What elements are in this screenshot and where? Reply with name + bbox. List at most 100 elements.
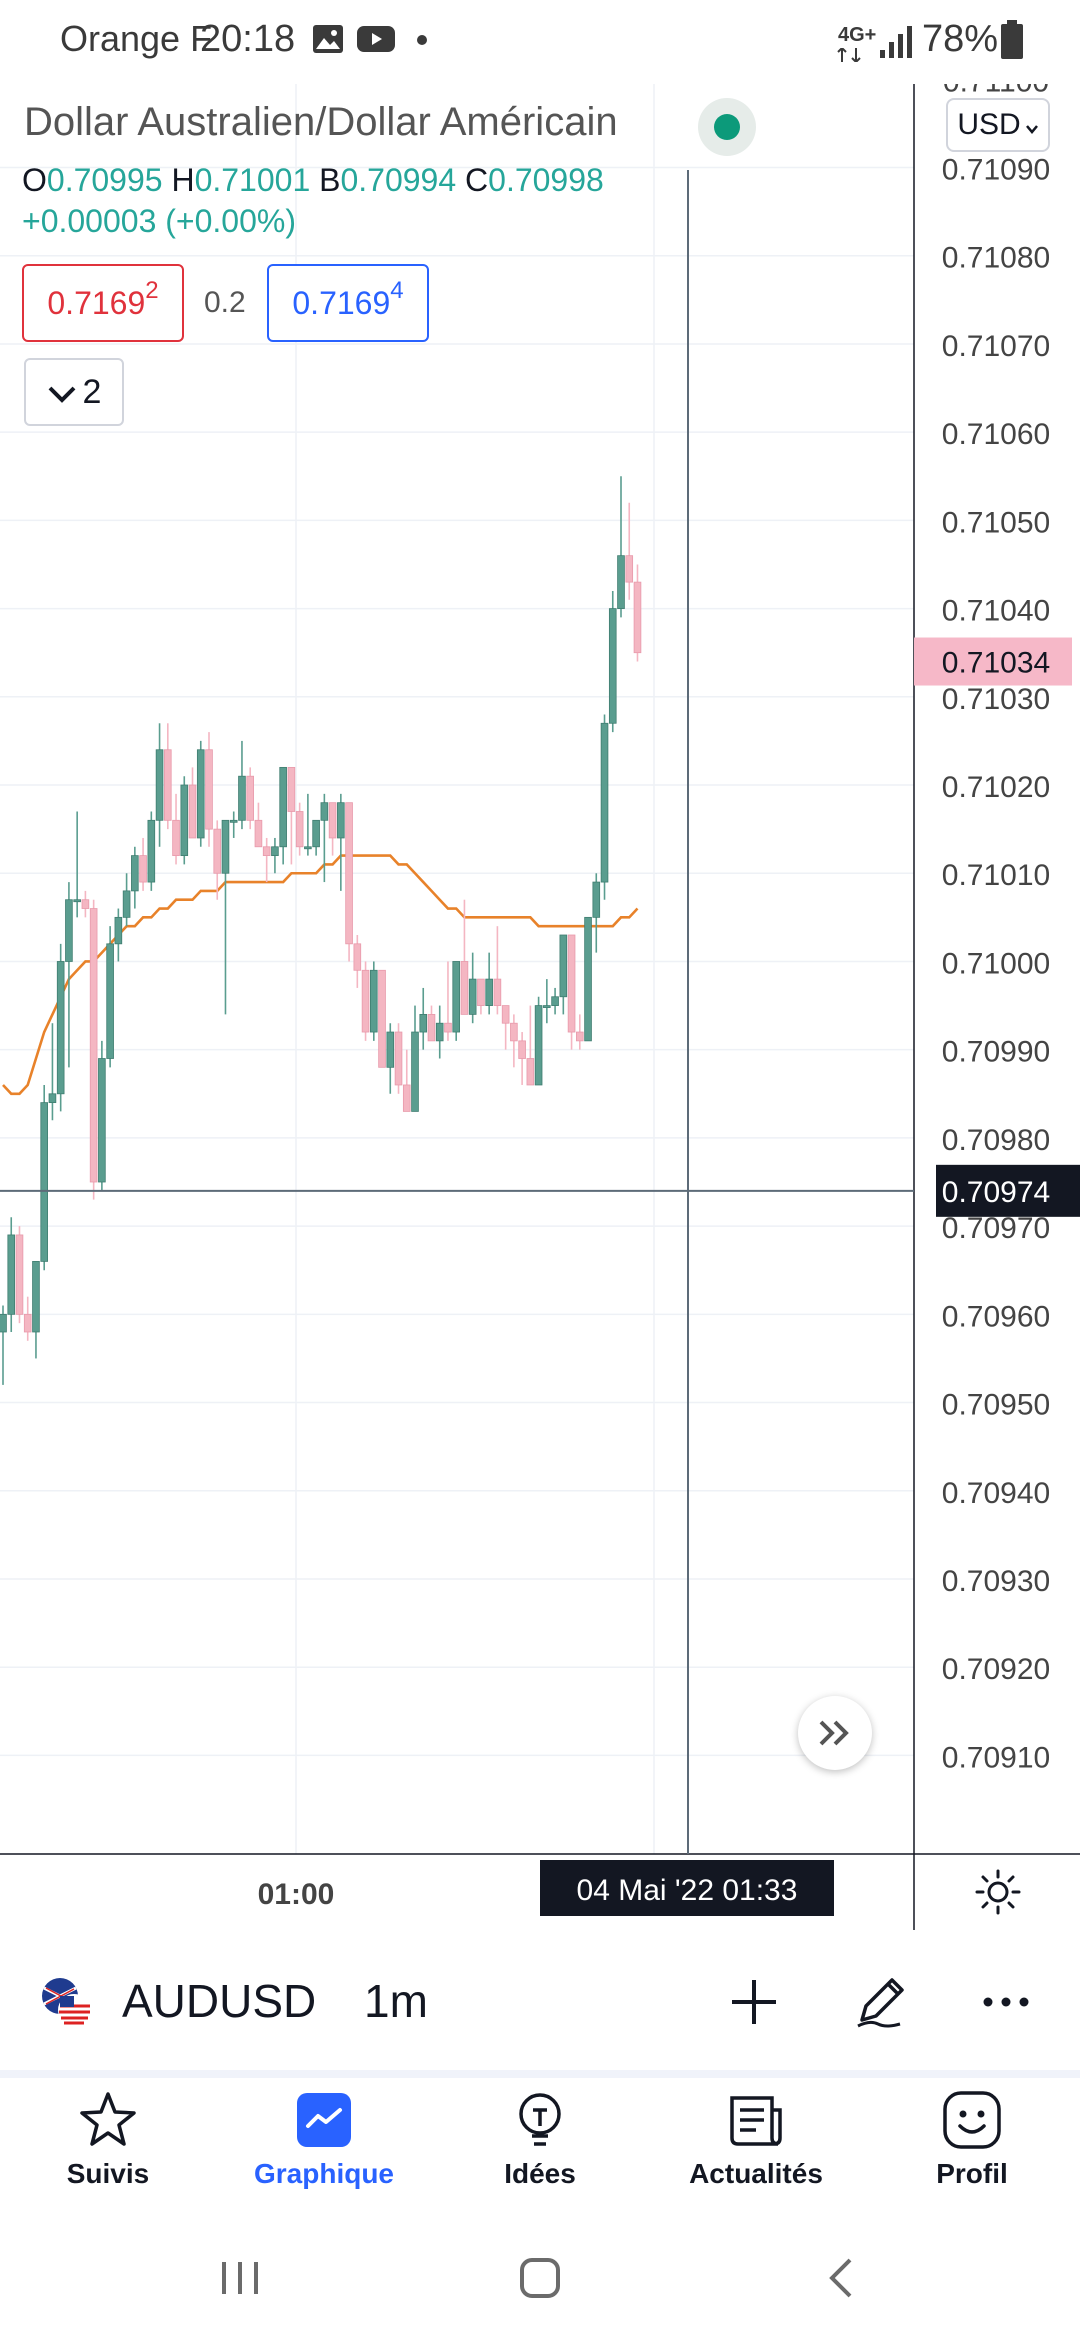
ohlc-open-label: O: [22, 162, 47, 198]
news-icon: [730, 2096, 782, 2146]
ohlc-values: O0.70995 H0.71001 B0.70994 C0.70998: [22, 162, 604, 199]
candle-body: [81, 899, 90, 909]
chart-icon: [297, 2093, 351, 2147]
price-chart[interactable]: 0.71100 0.71090 0.71080 0.71070 0.71060 0.710…: [0, 84, 1080, 1930]
candle-body: [551, 996, 559, 1006]
network-type: 4G+: [838, 24, 877, 46]
candle-body: [477, 978, 485, 1006]
price-tick-label: 0.70980: [942, 1124, 1050, 1157]
system-navigation-bar: [0, 2218, 1080, 2340]
candle-body: [592, 881, 601, 918]
candle-body: [7, 1234, 16, 1315]
candle-body: [312, 819, 320, 848]
candle-body: [485, 978, 493, 1006]
ohlc-close-value: 0.70998: [488, 162, 604, 198]
candle-body: [188, 784, 197, 839]
candle-body: [56, 961, 65, 1095]
current-price-badge: [914, 637, 1072, 686]
battery-percent: 78%: [922, 18, 999, 60]
add-icon[interactable]: [722, 1970, 786, 2034]
ohlc-open-value: 0.70995: [46, 162, 163, 198]
candle-body: [361, 969, 370, 1033]
candle-body: [510, 1022, 518, 1042]
currency-select[interactable]: USD: [946, 98, 1050, 152]
chevron-down-icon: [1025, 125, 1038, 134]
tab-profil[interactable]: Profil: [872, 2088, 1072, 2208]
tab-actualites[interactable]: Actualités: [656, 2088, 856, 2208]
tab-label: Idées: [504, 2158, 576, 2189]
candle-body: [584, 916, 592, 1042]
scroll-to-realtime-button[interactable]: [798, 1696, 872, 1770]
candle-body: [131, 855, 139, 892]
ohlc-low-value: 0.70994: [340, 162, 457, 198]
price-tick-label: 0.71100: [943, 84, 1049, 98]
price-tick-label: 0.71080: [942, 242, 1050, 275]
candle-body: [180, 784, 189, 857]
candle-body: [114, 916, 123, 945]
sell-price-pip: 2: [145, 277, 159, 304]
candle-body: [386, 1031, 395, 1068]
image-icon: [313, 25, 343, 53]
candle-body: [40, 1102, 48, 1262]
tab-label: Suivis: [66, 2158, 150, 2189]
candle-body: [526, 1058, 535, 1086]
chart-settings-icon[interactable]: [974, 1868, 1022, 1916]
tab-graphique[interactable]: Graphique: [224, 2088, 424, 2208]
candle-body: [23, 1313, 32, 1333]
dot-icon: [417, 35, 427, 45]
pen-icon[interactable]: [848, 1970, 912, 2034]
more-icon[interactable]: [974, 1970, 1038, 2034]
indicators-collapse-button[interactable]: 2: [24, 358, 124, 426]
candle-body: [98, 1058, 106, 1183]
candle-body: [155, 749, 164, 821]
chart-legend: Dollar Australien/Dollar Américain: [24, 100, 618, 145]
ohlc-high-label: H: [171, 162, 195, 198]
buy-price: 0.7169: [292, 285, 391, 321]
back-icon[interactable]: [812, 2248, 872, 2308]
spread-value: 0.2: [204, 286, 246, 319]
candle-body: [139, 855, 147, 883]
sell-button[interactable]: 0.71692: [22, 264, 184, 342]
tab-suivis[interactable]: Suivis: [8, 2088, 208, 2208]
current-price-label: 0.71034: [942, 647, 1050, 680]
smiley-icon: [943, 2091, 1001, 2149]
symbol-name[interactable]: AUDUSD: [122, 1975, 317, 2027]
tab-idees[interactable]: Idées: [440, 2088, 640, 2208]
data-arrows-icon: [837, 48, 861, 62]
candle-body: [320, 802, 329, 821]
candle-body: [147, 819, 156, 883]
candle-body: [0, 1313, 7, 1333]
crosshair-price-label: 0.70974: [942, 1176, 1050, 1209]
candle-body: [172, 819, 180, 857]
recent-apps-icon[interactable]: [210, 2248, 270, 2308]
time-tick-label: 01:00: [258, 1878, 335, 1911]
candle-body: [221, 819, 230, 874]
tab-label: Profil: [936, 2158, 1008, 2189]
tab-label: Graphique: [253, 2158, 394, 2189]
candle-body: [287, 766, 296, 812]
tab-label: Actualités: [689, 2158, 823, 2189]
candle-body: [576, 1031, 584, 1042]
status-bar: Orange F 20:18 4G+ 78%: [0, 0, 1080, 84]
timeframe-select[interactable]: 1m: [364, 1975, 428, 2027]
candle-body: [238, 775, 246, 821]
candle-body: [559, 934, 568, 998]
candle-body: [518, 1040, 526, 1059]
price-tick-label: 0.71090: [942, 154, 1050, 187]
candle-body: [254, 819, 263, 848]
crosshair-time-label: 04 Mai '22 01:33: [577, 1874, 798, 1907]
ohlc-close-label: C: [465, 162, 489, 198]
youtube-icon: [357, 26, 395, 52]
price-tick-label: 0.70990: [942, 1036, 1050, 1069]
price-tick-label: 0.71010: [942, 859, 1050, 892]
carrier-label: Orange F: [60, 18, 213, 59]
home-icon[interactable]: [510, 2248, 570, 2308]
candle-body: [378, 969, 386, 1068]
candle-body: [567, 934, 576, 1033]
buy-button[interactable]: 0.71694: [267, 264, 429, 342]
candle-body: [89, 908, 98, 1183]
price-tick-label: 0.70960: [942, 1300, 1050, 1333]
price-tick-label: 0.71020: [942, 771, 1050, 804]
candle-body: [608, 608, 617, 724]
market-open-indicator[interactable]: [698, 98, 756, 156]
